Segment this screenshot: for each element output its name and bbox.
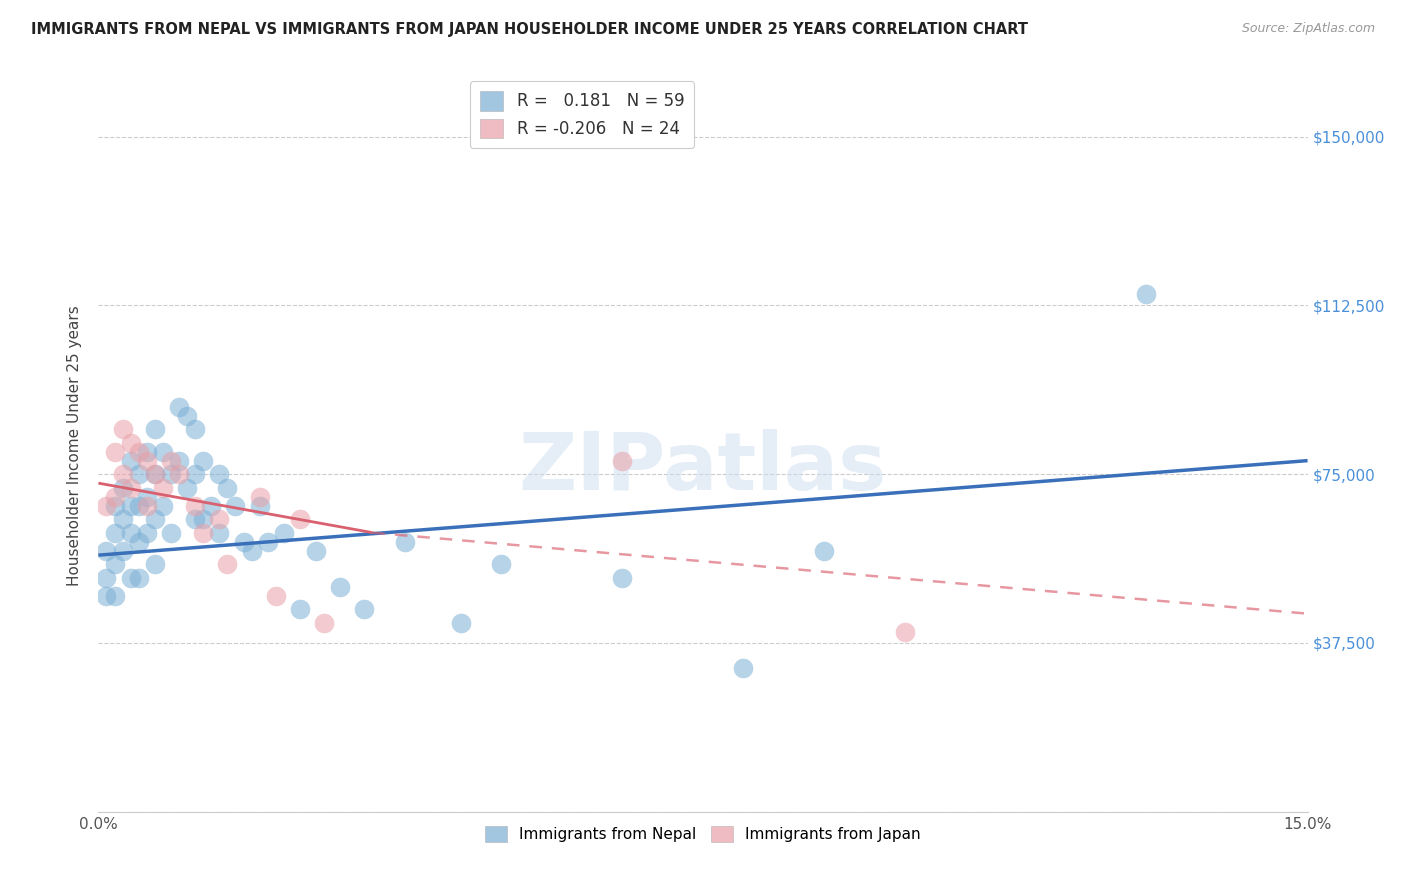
Point — [96, 589, 118, 603]
Point — [176, 409, 198, 423]
Point — [135, 490, 157, 504]
Point — [193, 453, 215, 467]
Point — [353, 602, 375, 616]
Point — [288, 602, 311, 616]
Point — [111, 467, 134, 482]
Point — [120, 481, 142, 495]
Point — [152, 444, 174, 458]
Point — [813, 543, 835, 558]
Point — [120, 525, 142, 540]
Y-axis label: Householder Income Under 25 years: Householder Income Under 25 years — [67, 306, 83, 586]
Point — [103, 525, 125, 540]
Point — [128, 467, 150, 482]
Point — [305, 543, 328, 558]
Point — [394, 534, 416, 549]
Point — [249, 499, 271, 513]
Point — [733, 661, 755, 675]
Point — [143, 422, 166, 436]
Point — [128, 499, 150, 513]
Point — [160, 453, 183, 467]
Point — [288, 512, 311, 526]
Point — [200, 499, 222, 513]
Point — [103, 589, 125, 603]
Point — [103, 499, 125, 513]
Point — [96, 543, 118, 558]
Point — [184, 499, 207, 513]
Point — [167, 467, 190, 482]
Point — [103, 444, 125, 458]
Point — [128, 571, 150, 585]
Point — [143, 467, 166, 482]
Point — [217, 557, 239, 571]
Point — [184, 512, 207, 526]
Point — [152, 481, 174, 495]
Point — [491, 557, 513, 571]
Point — [208, 525, 231, 540]
Point — [208, 467, 231, 482]
Point — [208, 512, 231, 526]
Point — [160, 525, 183, 540]
Point — [256, 534, 278, 549]
Point — [1135, 287, 1157, 301]
Point — [120, 435, 142, 450]
Point — [232, 534, 254, 549]
Point — [184, 422, 207, 436]
Point — [450, 615, 472, 630]
Point — [120, 453, 142, 467]
Point — [193, 525, 215, 540]
Point — [314, 615, 336, 630]
Point — [167, 400, 190, 414]
Point — [96, 499, 118, 513]
Point — [240, 543, 263, 558]
Point — [160, 467, 183, 482]
Text: Source: ZipAtlas.com: Source: ZipAtlas.com — [1241, 22, 1375, 36]
Point — [224, 499, 246, 513]
Point — [111, 422, 134, 436]
Point — [120, 571, 142, 585]
Point — [264, 589, 287, 603]
Point — [176, 481, 198, 495]
Point — [128, 444, 150, 458]
Point — [893, 624, 915, 639]
Point — [111, 512, 134, 526]
Legend: Immigrants from Nepal, Immigrants from Japan: Immigrants from Nepal, Immigrants from J… — [479, 820, 927, 848]
Point — [135, 453, 157, 467]
Point — [143, 512, 166, 526]
Point — [152, 499, 174, 513]
Point — [273, 525, 295, 540]
Point — [612, 453, 634, 467]
Point — [111, 543, 134, 558]
Point — [217, 481, 239, 495]
Point — [143, 557, 166, 571]
Point — [135, 444, 157, 458]
Point — [193, 512, 215, 526]
Point — [249, 490, 271, 504]
Point — [135, 525, 157, 540]
Point — [103, 557, 125, 571]
Point — [135, 499, 157, 513]
Point — [120, 499, 142, 513]
Point — [167, 453, 190, 467]
Point — [612, 571, 634, 585]
Text: ZIPatlas: ZIPatlas — [519, 429, 887, 507]
Point — [329, 580, 352, 594]
Point — [184, 467, 207, 482]
Point — [128, 534, 150, 549]
Point — [143, 467, 166, 482]
Point — [103, 490, 125, 504]
Point — [96, 571, 118, 585]
Point — [111, 481, 134, 495]
Text: IMMIGRANTS FROM NEPAL VS IMMIGRANTS FROM JAPAN HOUSEHOLDER INCOME UNDER 25 YEARS: IMMIGRANTS FROM NEPAL VS IMMIGRANTS FROM… — [31, 22, 1028, 37]
